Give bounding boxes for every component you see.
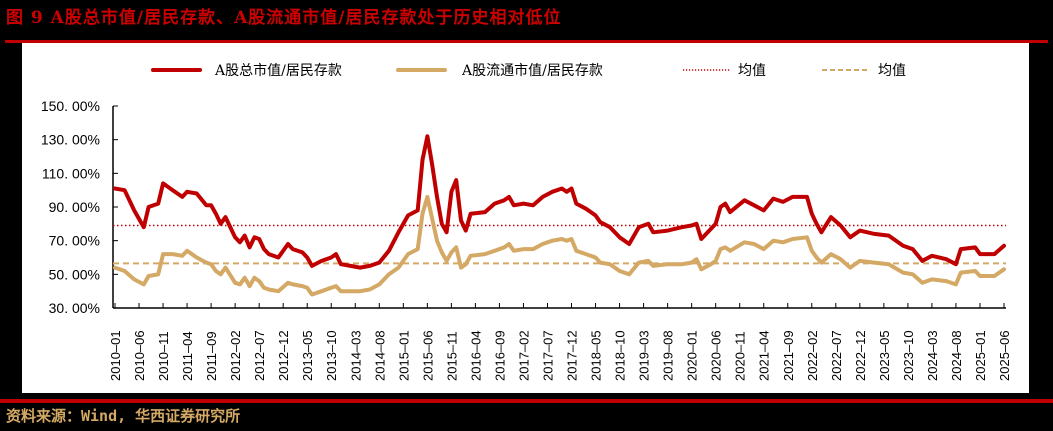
chart-legend: A股总市值/居民存款 A股流通市值/居民存款 均值 均值 [151,62,906,79]
x-tick-label: 2023–05 [877,330,892,381]
x-tick-label: 2015–06 [420,330,435,381]
x-tick-label: 2010–11 [156,331,171,381]
x-tick-label: 2010–01 [108,330,123,381]
figure-title: 图 9 A股总市值/居民存款、A股流通市值/居民存款处于历史相对低位 [6,8,562,28]
x-tick-label: 2025–01 [973,330,988,381]
x-tick-label: 2012–02 [228,330,243,381]
legend-label-4: 均值 [878,63,906,79]
x-tick-label: 2020–11 [733,331,748,381]
series-float-line [113,194,1006,297]
x-tick-label: 2022–07 [829,330,844,381]
x-tick-label: 2011–09 [204,331,219,381]
series-total-line [113,134,1006,270]
legend-label-2: A股流通市值/居民存款 [461,62,603,79]
y-tick-label: 150. 00% [41,98,100,114]
x-tick-label: 2017–07 [540,330,555,381]
x-tick-label: 2019–03 [637,330,652,381]
x-axis: 2010–01 2010–06 2010–11 2011–04 2011–09 2012–… [108,303,1012,381]
x-tick-label: 2024–08 [949,330,964,381]
y-tick-label: 130. 00% [41,132,100,148]
x-tick-label: 2017–02 [516,330,531,381]
legend-label-3: 均值 [738,63,766,79]
line-chart: A股总市值/居民存款 A股流通市值/居民存款 均值 均值 30. 00% 50. 00%… [41,62,1012,381]
x-tick-label: 2011–04 [180,331,195,381]
x-tick-label: 2013–05 [300,330,315,381]
source-divider [0,399,1053,403]
x-tick-label: 2012–07 [252,330,267,381]
x-tick-label: 2013–10 [324,330,339,381]
x-tick-label: 2015–11 [444,331,459,381]
x-tick-label: 2010–06 [132,330,147,381]
source-note: 资料来源：Wind, 华西证券研究所 [6,407,241,425]
y-tick-label: 30. 00% [49,300,100,316]
legend-label-1: A股总市值/居民存款 [214,62,342,79]
x-tick-label: 2024–03 [925,330,940,381]
y-tick-label: 110. 00% [42,165,100,181]
y-tick-label: 50. 00% [49,266,100,282]
data-series [113,134,1006,297]
x-tick-label: 2017–12 [565,330,580,381]
x-tick-label: 2021–09 [781,330,796,381]
x-tick-label: 2019–08 [661,330,676,381]
x-tick-label: 2014–08 [372,330,387,381]
chart-panel: A股总市值/居民存款 A股流通市值/居民存款 均值 均值 30. 00% 50. 00%… [22,43,1029,393]
x-tick-label: 2022–12 [853,330,868,381]
x-tick-label: 2014–03 [348,330,363,381]
y-tick-label: 70. 00% [49,233,100,249]
x-tick-label: 2012–12 [276,330,291,381]
y-tick-label: 90. 00% [49,199,100,215]
x-tick-label: 2021–04 [757,330,772,381]
x-tick-label: 2020–06 [709,330,724,381]
x-tick-label: 2015–01 [396,330,411,381]
x-tick-label: 2023–10 [901,330,916,381]
title-divider [5,40,1048,43]
x-tick-label: 2018–10 [613,330,628,381]
x-tick-label: 2022–02 [805,330,820,381]
x-tick-label: 2025–06 [997,330,1012,381]
x-tick-label: 2016–09 [492,330,507,381]
x-tick-label: 2020–01 [685,330,700,381]
x-tick-label: 2016–04 [468,330,483,381]
x-tick-label: 2018–05 [589,330,604,381]
y-axis: 30. 00% 50. 00% 70. 00% 90. 00% 110. 00% 130.… [41,98,118,316]
